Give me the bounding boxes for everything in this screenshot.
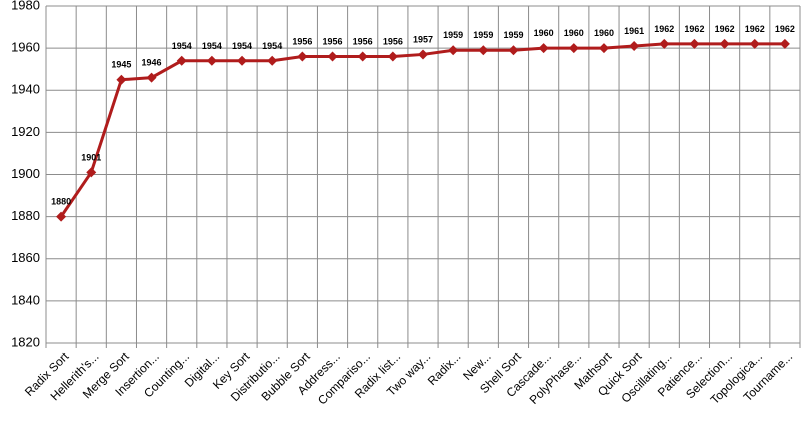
marker <box>478 45 489 56</box>
y-tick-label: 1860 <box>11 250 40 265</box>
data-label: 1956 <box>292 37 312 47</box>
data-label: 1954 <box>262 41 282 51</box>
y-tick-label: 1920 <box>11 124 40 139</box>
marker <box>297 51 308 62</box>
marker <box>418 49 428 60</box>
marker <box>659 38 670 49</box>
marker <box>146 72 157 83</box>
data-label: 1962 <box>654 24 674 34</box>
data-label: 1957 <box>413 34 433 44</box>
data-label: 1946 <box>142 58 162 68</box>
data-label: 1962 <box>684 24 704 34</box>
data-label: 1959 <box>503 30 523 40</box>
data-label: 1962 <box>715 24 735 34</box>
data-label: 1960 <box>564 28 584 38</box>
y-tick-label: 1880 <box>11 208 40 223</box>
y-tick-label: 1960 <box>11 40 40 55</box>
marker <box>357 51 368 62</box>
marker <box>387 51 398 62</box>
data-label: 1962 <box>775 24 795 34</box>
marker <box>237 55 248 66</box>
data-label: 1956 <box>323 37 343 47</box>
data-label: 1960 <box>594 28 614 38</box>
data-label: 1880 <box>51 197 71 207</box>
marker <box>719 38 730 49</box>
marker <box>538 43 549 54</box>
marker <box>176 55 187 66</box>
marker <box>116 74 127 85</box>
marker <box>206 55 217 66</box>
marker <box>689 38 700 49</box>
marker <box>56 211 67 222</box>
marker <box>448 45 459 56</box>
marker <box>86 167 97 178</box>
data-label: 1960 <box>534 28 554 38</box>
marker <box>598 43 609 54</box>
data-label: 1962 <box>745 24 765 34</box>
y-tick-label: 1900 <box>11 166 40 181</box>
y-tick-label: 1820 <box>11 334 40 349</box>
data-label: 1954 <box>202 41 222 51</box>
data-label: 1901 <box>81 152 101 162</box>
marker <box>749 38 760 49</box>
y-tick-label: 1940 <box>11 82 40 97</box>
marker <box>327 51 338 62</box>
data-label: 1961 <box>624 26 644 36</box>
marker <box>508 45 519 56</box>
y-tick-label: 1980 <box>11 0 40 12</box>
data-label: 1956 <box>383 37 403 47</box>
data-label: 1954 <box>172 41 192 51</box>
marker <box>629 41 640 52</box>
marker <box>568 43 579 54</box>
x-tick-label: Radix... <box>425 349 464 388</box>
data-line <box>59 42 785 218</box>
data-label: 1959 <box>443 30 463 40</box>
y-tick-label: 1840 <box>11 292 40 307</box>
data-label: 1954 <box>232 41 252 51</box>
data-label: 1945 <box>111 60 131 70</box>
marker <box>779 38 790 49</box>
data-label: 1959 <box>473 30 493 40</box>
marker <box>267 55 278 66</box>
data-label: 1956 <box>353 37 373 47</box>
